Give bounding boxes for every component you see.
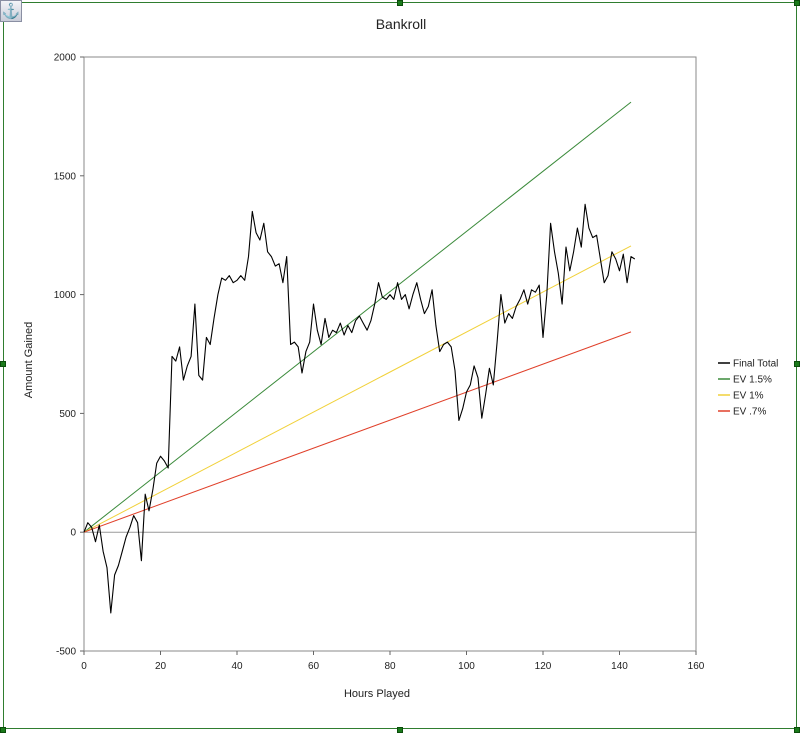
x-tick-label: 80 [384,661,396,672]
x-tick-label: 60 [308,661,320,672]
series-line-ev-1-5 [83,101,632,533]
resize-handle-left[interactable] [0,361,6,367]
x-tick-label: 140 [611,661,628,672]
legend: Final Total EV 1.5% EV 1% EV .7% [718,359,778,418]
y-axis-label: Amount Gained [23,322,35,398]
x-axis-label: Hours Played [344,688,410,700]
anchor-icon[interactable]: ⚓ [0,0,22,22]
y-tick-label: 0 [70,528,76,539]
x-tick-label: 0 [81,661,87,672]
y-tick-label: 500 [59,409,76,420]
y-tick-label: 1500 [54,171,77,182]
x-tick-label: 100 [458,661,475,672]
x-tick-label: 160 [688,661,705,672]
legend-entry: EV 1% [733,391,764,402]
y-tick-label: -500 [56,647,76,658]
y-tick-label: 2000 [54,53,77,64]
legend-entry: Final Total [733,359,778,370]
series-line-ev-7 [83,331,632,533]
legend-entry: EV .7% [733,407,766,418]
series-line-final-total [83,203,636,614]
plot-border [83,56,697,652]
plot-area: -500 0 500 1000 1500 2000 0 20 40 60 80 100 120 140 16… [54,53,705,673]
x-tick-label: 40 [231,661,243,672]
y-tick-label: 1000 [54,290,77,301]
legend-entry: EV 1.5% [733,375,772,386]
x-tick-label: 120 [535,661,552,672]
chart-title: Bankroll [376,16,427,32]
x-tick-label: 20 [155,661,167,672]
resize-handle-top[interactable] [397,0,403,6]
